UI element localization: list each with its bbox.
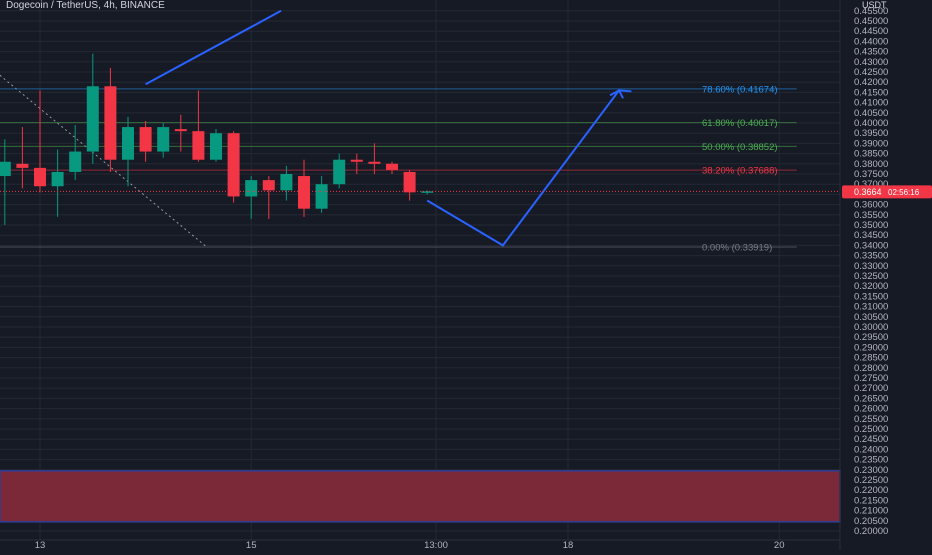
- fib-level-label: 61.80% (0.40017): [702, 118, 778, 129]
- y-tick-label: 0.30500: [854, 312, 888, 323]
- bull-candle: [280, 174, 293, 191]
- y-tick-label: 0.33000: [854, 261, 888, 272]
- bull-candle: [210, 133, 222, 160]
- bull-candle: [0, 161, 11, 177]
- bull-candle: [122, 127, 134, 160]
- drawn-trend-line: [145, 9, 282, 86]
- bull-candle: [86, 86, 99, 152]
- x-tick-label: 13: [35, 540, 46, 550]
- bear-candle: [350, 159, 363, 162]
- y-tick-label: 0.45000: [854, 16, 888, 27]
- y-tick-label: 0.43000: [854, 57, 888, 68]
- y-tick-label: 0.41000: [854, 98, 888, 109]
- y-tick-label: 0.30000: [854, 322, 888, 333]
- y-tick-label: 0.37500: [854, 169, 888, 180]
- bear-candle: [227, 133, 240, 197]
- current-price-label: 0.3664: [854, 187, 882, 197]
- y-tick-label: 0.37000: [854, 179, 888, 190]
- y-tick-label: 0.20500: [854, 516, 888, 527]
- y-tick-label: 0.39000: [854, 138, 888, 149]
- y-tick-label: 0.45500: [854, 6, 888, 17]
- y-tick-label: 0.42000: [854, 77, 888, 88]
- y-tick-label: 0.25500: [854, 414, 888, 425]
- y-tick-label: 0.28500: [854, 353, 888, 364]
- bull-candle: [421, 191, 434, 193]
- bull-candle: [333, 159, 346, 185]
- arrow-head: [609, 88, 624, 99]
- fib-level-label: 38.20% (0.37688): [702, 166, 778, 177]
- plot-background: [0, 0, 840, 540]
- bear-candle: [139, 127, 152, 152]
- x-tick-label: 15: [246, 540, 257, 550]
- y-tick-label: 0.41500: [854, 87, 888, 98]
- y-tick-label: 0.26500: [854, 393, 888, 404]
- y-tick-label: 0.39500: [854, 128, 888, 139]
- y-tick-label: 0.34000: [854, 240, 888, 251]
- bear-candle: [403, 171, 416, 193]
- y-tick-label: 0.31000: [854, 302, 888, 313]
- bear-candle: [16, 163, 29, 168]
- y-tick-label: 0.36000: [854, 200, 888, 211]
- bull-candle: [69, 151, 82, 172]
- y-tick-label: 0.29500: [854, 332, 888, 343]
- y-tick-label: 0.25000: [854, 424, 888, 435]
- y-tick-label: 0.27000: [854, 383, 888, 394]
- countdown-label: 02:56:16: [888, 188, 920, 197]
- y-tick-label: 0.33500: [854, 251, 888, 262]
- x-tick-label: 18: [563, 540, 574, 550]
- bull-candle: [157, 127, 170, 152]
- fib-level-label: 78.60% (0.41674): [702, 84, 778, 95]
- chart-title: Dogecoin / TetherUS, 4h, BINANCE: [6, 0, 165, 11]
- bull-candle: [315, 184, 328, 209]
- y-tick-label: 0.32000: [854, 281, 888, 292]
- fib-level-label: 0.00% (0.33919): [702, 243, 772, 254]
- y-tick-label: 0.43500: [854, 47, 888, 58]
- y-tick-label: 0.35500: [854, 210, 888, 221]
- y-tick-label: 0.21500: [854, 495, 888, 506]
- fib-level-label: 50.00% (0.38852): [702, 142, 778, 153]
- bear-candle: [104, 86, 117, 160]
- y-tick-label: 0.23000: [854, 465, 888, 476]
- dotted-trend-line: [0, 74, 208, 248]
- x-tick-label: 13:00: [424, 540, 448, 550]
- y-tick-label: 0.29000: [854, 342, 888, 353]
- bull-candle: [245, 180, 258, 197]
- y-tick-label: 0.21000: [854, 506, 888, 517]
- y-tick-label: 0.35000: [854, 220, 888, 231]
- y-tick-label: 0.32500: [854, 271, 888, 282]
- y-tick-label: 0.40500: [854, 108, 888, 119]
- currency-label: USDT: [862, 0, 887, 10]
- bear-candle: [192, 131, 205, 160]
- y-tick-label: 0.38500: [854, 149, 888, 160]
- bear-candle: [298, 176, 310, 209]
- y-tick-label: 0.22000: [854, 485, 888, 496]
- current-price-badge: [842, 185, 932, 199]
- y-tick-label: 0.20000: [854, 526, 888, 537]
- bear-candle: [174, 129, 187, 132]
- y-tick-label: 0.24500: [854, 434, 888, 445]
- bear-candle: [368, 161, 381, 164]
- y-tick-label: 0.28000: [854, 363, 888, 374]
- bear-candle: [262, 180, 275, 191]
- y-tick-label: 0.23500: [854, 455, 888, 466]
- bull-candle: [51, 171, 64, 187]
- y-tick-label: 0.24000: [854, 444, 888, 455]
- bear-candle: [34, 167, 46, 187]
- x-tick-label: 20: [774, 540, 785, 550]
- y-tick-label: 0.22500: [854, 475, 888, 486]
- y-tick-label: 0.44000: [854, 36, 888, 47]
- drawn-trend-line: [426, 89, 632, 247]
- y-tick-label: 0.26000: [854, 404, 888, 415]
- y-tick-label: 0.27500: [854, 373, 888, 384]
- y-tick-label: 0.34500: [854, 230, 888, 241]
- y-tick-label: 0.38000: [854, 159, 888, 170]
- y-tick-label: 0.31500: [854, 291, 888, 302]
- y-tick-label: 0.40000: [854, 118, 888, 129]
- y-tick-label: 0.42500: [854, 67, 888, 78]
- y-tick-label: 0.44500: [854, 26, 888, 37]
- bear-candle: [386, 163, 398, 170]
- support-zone: [0, 470, 841, 523]
